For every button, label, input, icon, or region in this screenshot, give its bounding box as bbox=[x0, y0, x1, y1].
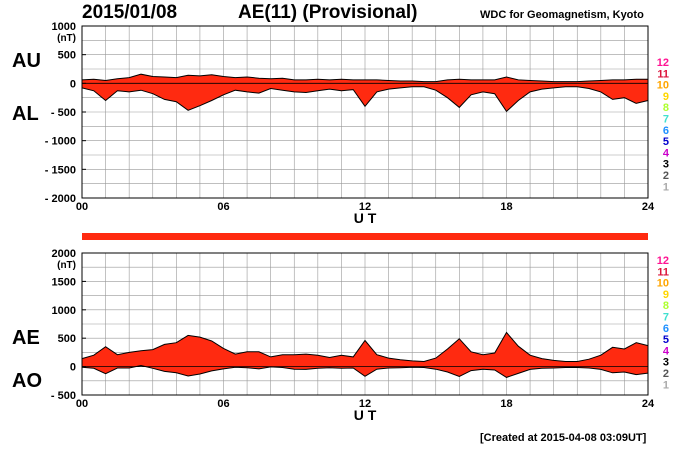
au-al-chart: 1000 500 0 - 500 - 1000 - 1500 - 2000 (nT) 00 06 1… bbox=[45, 21, 655, 226]
station-count-label: 12 bbox=[657, 57, 669, 69]
fill-area bbox=[82, 332, 648, 378]
x-tick-label: 12 bbox=[359, 201, 371, 213]
station-count-label: 8 bbox=[663, 102, 669, 114]
station-count-label: 2 bbox=[663, 170, 669, 182]
station-count-label: 9 bbox=[663, 91, 669, 103]
station-count-label: 11 bbox=[657, 68, 669, 80]
x-tick-label: 00 bbox=[76, 398, 88, 410]
station-count-label: 4 bbox=[663, 345, 670, 357]
station-coverage-bar bbox=[82, 233, 648, 240]
station-count-label: 9 bbox=[663, 289, 669, 301]
series-line-au bbox=[81, 73, 648, 83]
ao-label: AO bbox=[12, 370, 42, 392]
x-tick-label: 24 bbox=[642, 398, 655, 410]
x-tick-label: 06 bbox=[217, 201, 229, 213]
y-tick-label: 1000 bbox=[52, 305, 76, 317]
y-tick-label: 500 bbox=[58, 333, 76, 345]
y-tick-label: - 500 bbox=[51, 107, 76, 119]
y-tick-label: 1000 bbox=[52, 21, 76, 33]
y-tick-label: - 1000 bbox=[45, 136, 76, 148]
station-count-label: 4 bbox=[663, 147, 670, 159]
created-timestamp: [Created at 2015-04-08 03:09UT] bbox=[480, 432, 647, 444]
x-axis-label: U T bbox=[354, 407, 377, 423]
series-line-ao bbox=[81, 364, 649, 378]
station-count-label: 1 bbox=[663, 181, 669, 193]
station-count-label: 5 bbox=[663, 136, 669, 148]
series-line-ae bbox=[81, 331, 649, 363]
y-tick-label: 1500 bbox=[52, 276, 76, 288]
station-count-label: 7 bbox=[663, 312, 669, 324]
ae-ao-chart: 2000 1500 1000 500 0 - 500 (nT) 00 06 12 18 24 U T bbox=[51, 248, 655, 423]
au-label: AU bbox=[12, 50, 41, 72]
station-count-label: 8 bbox=[663, 300, 669, 312]
y-tick-label: - 500 bbox=[51, 390, 76, 402]
plot-frame bbox=[81, 252, 649, 396]
x-tick-label: 06 bbox=[217, 398, 229, 410]
y-tick-label: - 2000 bbox=[45, 193, 76, 205]
y-tick-label: 0 bbox=[70, 78, 76, 90]
ae-label: AE bbox=[12, 327, 40, 349]
x-tick-label: 18 bbox=[500, 398, 512, 410]
x-tick-label: 00 bbox=[76, 201, 88, 213]
station-count-label: 10 bbox=[657, 278, 669, 290]
station-count-label: 3 bbox=[663, 357, 669, 369]
series-line-al bbox=[81, 86, 649, 113]
x-tick-label: 12 bbox=[359, 398, 371, 410]
station-count-label: 6 bbox=[663, 125, 669, 137]
station-count-label: 7 bbox=[663, 114, 669, 126]
station-count-label: 10 bbox=[657, 80, 669, 92]
station-count-label: 2 bbox=[663, 368, 669, 380]
station-count-label: 3 bbox=[663, 159, 669, 171]
y-tick-label: - 1500 bbox=[45, 164, 76, 176]
station-count-label: 11 bbox=[657, 266, 669, 278]
index-title: AE(11) (Provisional) bbox=[238, 2, 418, 23]
x-tick-label: 24 bbox=[642, 201, 655, 213]
unit-label: (nT) bbox=[57, 33, 76, 44]
station-count-label: 12 bbox=[657, 255, 669, 267]
station-count-label: 5 bbox=[663, 334, 669, 346]
al-label: AL bbox=[12, 103, 39, 125]
x-tick-label: 18 bbox=[500, 201, 512, 213]
station-count-label: 1 bbox=[663, 379, 669, 391]
y-tick-label: 2000 bbox=[52, 248, 76, 260]
y-tick-label: 500 bbox=[58, 50, 76, 62]
station-count-label: 6 bbox=[663, 323, 669, 335]
source-label: WDC for Geomagnetism, Kyoto bbox=[480, 9, 644, 21]
y-tick-label: 0 bbox=[70, 362, 76, 374]
date-title: 2015/01/08 bbox=[82, 2, 178, 23]
unit-label: (nT) bbox=[57, 260, 76, 271]
x-axis-label: U T bbox=[354, 210, 377, 226]
